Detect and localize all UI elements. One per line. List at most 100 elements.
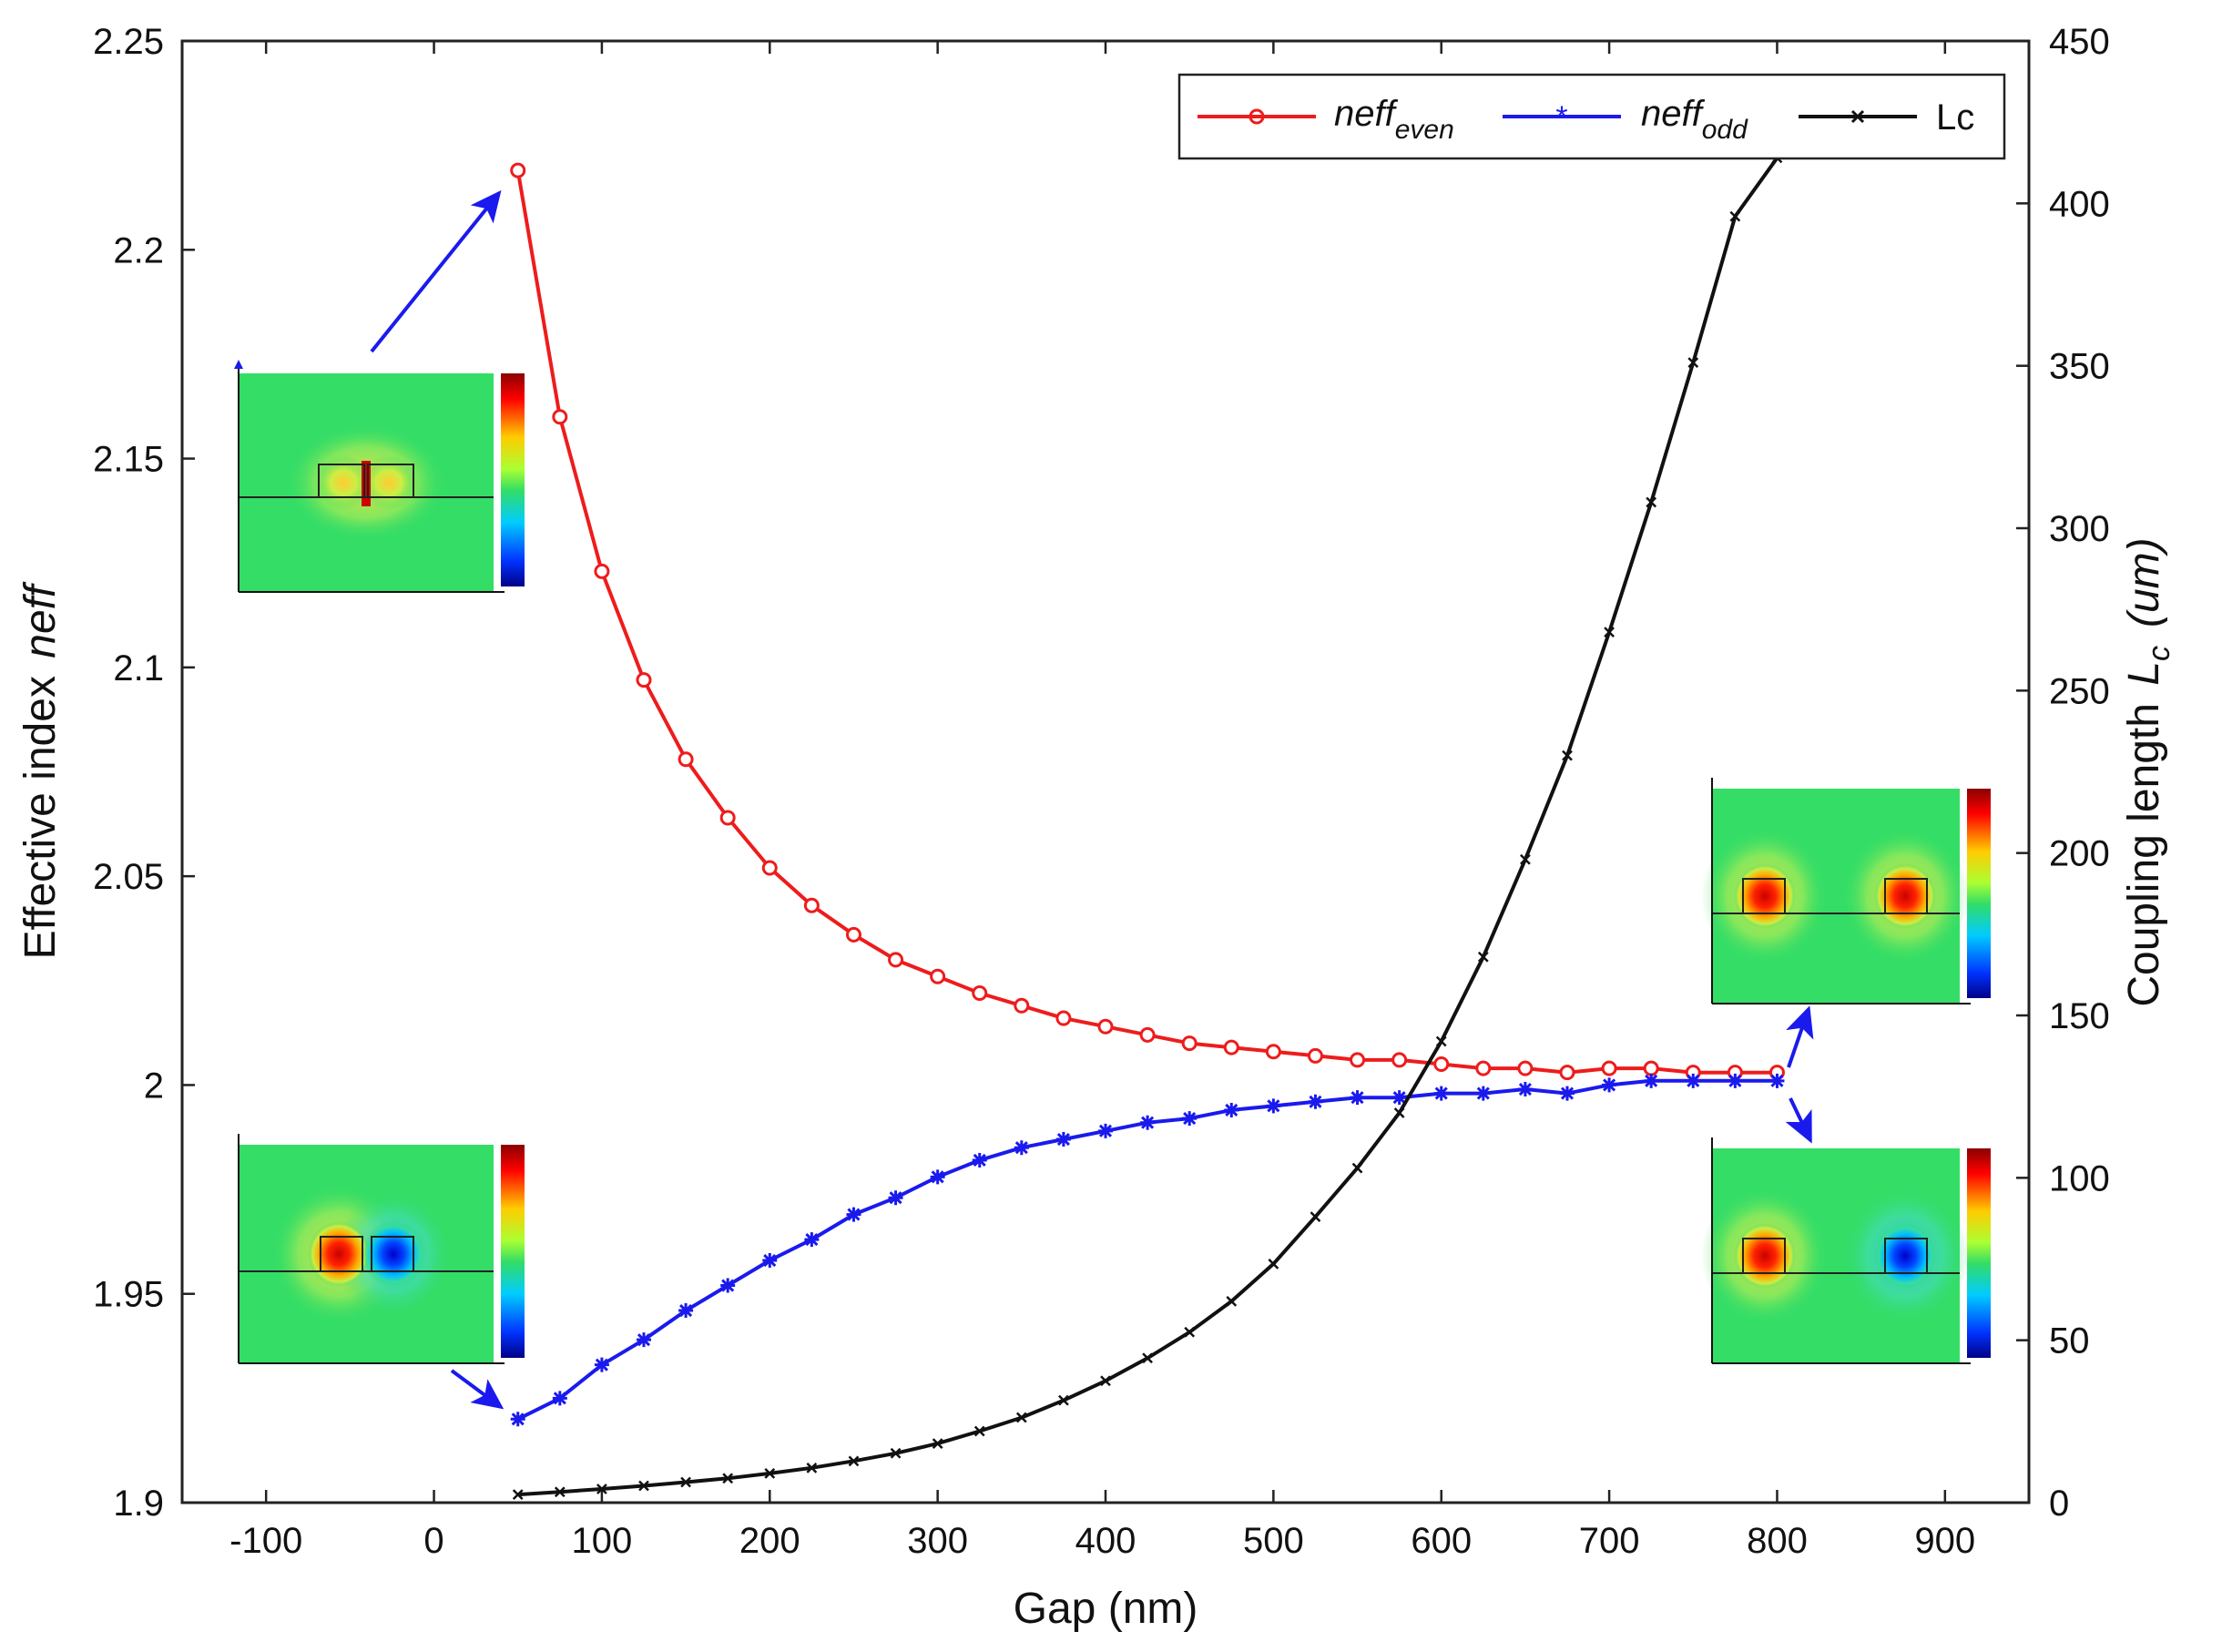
data-point-neff-odd [1308, 1094, 1323, 1109]
right-y-tick-label: 200 [2049, 834, 2110, 874]
data-point-lc [1310, 1211, 1321, 1223]
data-point-neff-even [1391, 1052, 1408, 1068]
data-point-neff-odd [1769, 1073, 1785, 1088]
data-point-neff-even [1097, 1018, 1114, 1035]
data-point-neff-even [1643, 1060, 1659, 1076]
data-point-lc [1226, 1295, 1238, 1307]
data-point-neff-even [1014, 997, 1030, 1014]
left-y-tick-label: 1.9 [113, 1484, 164, 1524]
data-point-neff-odd [1728, 1073, 1743, 1088]
x-tick-label: 900 [1914, 1521, 1975, 1561]
right-axis-title-unit: (um) [2120, 537, 2168, 627]
data-point-lc [1393, 1107, 1405, 1118]
data-point-neff-odd [720, 1278, 736, 1293]
x-tick-label: -100 [229, 1521, 302, 1561]
x-tick-label: 600 [1411, 1521, 1472, 1561]
x-tick-label: 500 [1243, 1521, 1304, 1561]
left-axis-title-italic: neff [16, 581, 65, 658]
left-y-tick-label: 2.05 [93, 857, 164, 897]
tick-labels: -100 0 100 200 300 400 500 600 700 800 9001.91.952… [93, 22, 2110, 1561]
x-tick-label: 700 [1579, 1521, 1640, 1561]
data-point-neff-even [1601, 1060, 1617, 1076]
data-point-lc [1100, 1375, 1111, 1387]
right-y-tick-label: 250 [2049, 671, 2110, 711]
data-point-lc [554, 1486, 566, 1498]
data-point-neff-even [972, 985, 988, 1002]
data-point-lc [973, 1425, 985, 1437]
data-point-neff-odd [1014, 1140, 1029, 1156]
right-y-tick-label: 400 [2049, 184, 2110, 224]
legend-label-neff-odd-sub: odd [1702, 115, 1748, 145]
data-point-neff-odd [510, 1412, 525, 1427]
data-point-lc [1351, 1162, 1363, 1174]
colorbar [501, 1145, 525, 1358]
axis-ticks [182, 39, 2029, 1504]
data-point-lc [680, 1476, 691, 1488]
data-point-lc [512, 1489, 524, 1500]
right-y-tick-label: 50 [2049, 1321, 2090, 1361]
left-axis-title-text: Effective index [16, 676, 65, 959]
data-point-lc [1142, 1352, 1153, 1364]
series-line-neff-odd [516, 1078, 1778, 1422]
right-y-tick-label: 0 [2049, 1484, 2069, 1524]
legend-entry-neff-even: neffeven [1198, 94, 1454, 145]
legend-marker-lc [1850, 109, 1865, 124]
data-point-neff-odd [1098, 1123, 1113, 1138]
data-point-neff-even [1181, 1035, 1198, 1052]
legend-label-lc: Lc [1936, 97, 1974, 138]
data-point-neff-even [1517, 1060, 1534, 1076]
colorbar [501, 373, 525, 586]
x-tick-label: 0 [423, 1521, 443, 1561]
x-tick-label: 100 [572, 1521, 633, 1561]
data-point-neff-even [636, 672, 652, 688]
mode-profile-bottom-left [238, 1134, 525, 1364]
legend: neffeven * neffodd Lc [1177, 73, 2006, 160]
data-point-lc [1268, 1258, 1279, 1270]
data-point-neff-even [1265, 1044, 1281, 1060]
legend-marker-neff-odd: * [1555, 100, 1567, 135]
data-point-lc [1562, 750, 1573, 761]
data-point-lc [764, 1468, 776, 1479]
data-point-neff-odd [1266, 1098, 1281, 1114]
data-point-neff-even [678, 751, 694, 768]
x-tick-label: 400 [1075, 1521, 1136, 1561]
series-line-lc [517, 157, 1779, 1497]
pointer-arrow-bottom-left [450, 1369, 505, 1410]
data-point-neff-odd [1140, 1115, 1156, 1130]
data-point-lc [1604, 627, 1615, 638]
x-axis-title: Gap (nm) [1014, 1585, 1198, 1633]
data-point-neff-even [1475, 1060, 1492, 1076]
data-point-neff-odd [1182, 1111, 1198, 1127]
data-point-neff-odd [846, 1207, 861, 1222]
x-tick-label: 300 [907, 1521, 968, 1561]
right-y-tick-label: 350 [2049, 347, 2110, 387]
series-line-neff-even [515, 169, 1778, 1075]
legend-label-neff-odd-main: neff [1641, 94, 1706, 134]
data-point-neff-odd [804, 1232, 820, 1248]
data-point-neff-even [930, 968, 946, 984]
data-point-neff-even [803, 897, 820, 913]
data-point-neff-odd [930, 1169, 945, 1185]
pointer-arrow-right-even [1786, 1005, 1814, 1068]
data-point-neff-odd [678, 1303, 694, 1319]
legend-label-neff-odd: neffodd [1641, 94, 1748, 145]
data-point-neff-odd [1224, 1102, 1239, 1117]
data-point-lc [1520, 853, 1531, 865]
left-y-tick-label: 2.15 [93, 440, 164, 480]
data-point-neff-odd [594, 1357, 609, 1372]
data-point-lc [890, 1447, 902, 1459]
data-point-neff-odd [1602, 1077, 1617, 1093]
data-point-lc [1015, 1412, 1027, 1423]
data-point-neff-even [1223, 1039, 1239, 1055]
data-point-neff-odd [1055, 1132, 1071, 1147]
hot-lobe [308, 1221, 370, 1287]
data-point-lc [722, 1473, 734, 1484]
data-point-neff-even [1433, 1056, 1450, 1072]
data-point-lc [1687, 357, 1699, 368]
colorbar [1967, 789, 1991, 998]
data-point-neff-even [1350, 1052, 1366, 1068]
data-point-neff-even [1139, 1026, 1156, 1043]
data-point-neff-odd [1644, 1073, 1659, 1088]
right-axis-title-subscript: c [2142, 646, 2176, 661]
data-point-lc [806, 1462, 818, 1474]
